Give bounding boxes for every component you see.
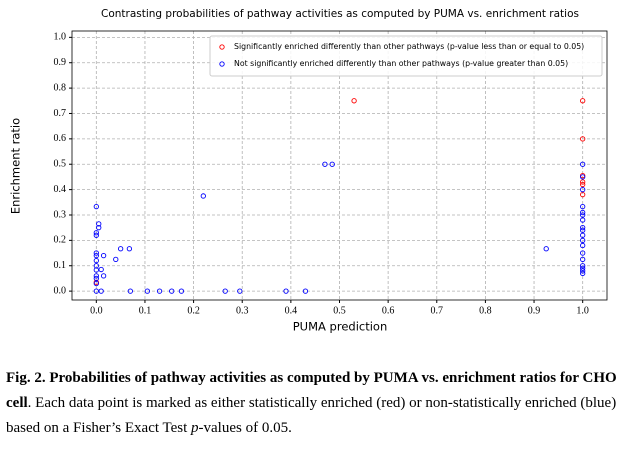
y-tick-label: 0.4 (54, 184, 67, 195)
plot-frame (71, 30, 608, 301)
legend-label: Not significantly enriched differently t… (234, 59, 568, 68)
x-tick-label: 0.0 (90, 305, 103, 316)
point (580, 268, 586, 274)
y-tick-label: 0.8 (54, 82, 67, 93)
point (580, 265, 586, 271)
x-tick-label: 0.3 (236, 305, 249, 316)
y-tick-label: 0.3 (54, 209, 67, 220)
point (580, 225, 586, 231)
point (93, 267, 99, 273)
legend-marker (219, 61, 225, 67)
x-tick-label: 0.6 (382, 305, 395, 316)
point (580, 270, 586, 277)
x-tick-label: 0.5 (333, 305, 346, 316)
point (93, 288, 99, 294)
point (580, 186, 586, 193)
point (93, 252, 99, 259)
point (302, 288, 309, 294)
legend-box (209, 35, 603, 77)
caption-text: -values of 0.05. (198, 420, 292, 436)
y-tick-label: 0.6 (54, 133, 67, 144)
point (580, 256, 586, 263)
point (200, 193, 206, 199)
y-tick-label: 0.1 (54, 260, 67, 271)
point (93, 258, 99, 264)
point (580, 98, 586, 104)
point (329, 161, 335, 167)
point (93, 280, 99, 287)
chart: Contrasting probabilities of pathway act… (9, 8, 608, 334)
point (580, 212, 586, 218)
point (580, 161, 586, 167)
point (580, 237, 586, 244)
point (580, 232, 586, 238)
point (127, 288, 134, 294)
point (580, 192, 586, 198)
point (96, 221, 102, 227)
point (93, 275, 99, 282)
caption: Fig. 2. Probabilities of pathway activit… (6, 366, 628, 441)
point (580, 217, 586, 223)
point (222, 288, 228, 294)
point (580, 242, 586, 249)
point (98, 266, 104, 273)
point (169, 288, 175, 294)
point (580, 181, 586, 188)
y-tick-label: 0.5 (54, 159, 67, 170)
point (580, 263, 586, 269)
legend-label: Significantly enriched differently than … (234, 42, 584, 51)
point (156, 288, 163, 294)
point (100, 252, 107, 259)
y-tick-label: 0.2 (54, 235, 67, 246)
point (283, 288, 289, 294)
x-tick-label: 0.1 (139, 305, 152, 316)
point (580, 179, 586, 185)
caption-italic: p (191, 420, 199, 436)
point (100, 273, 107, 279)
point (96, 225, 102, 231)
point (126, 246, 133, 252)
x-tick-label: 1.0 (576, 305, 589, 316)
point (322, 161, 328, 167)
x-tick-label: 0.7 (431, 305, 444, 316)
point (98, 288, 104, 294)
point (117, 246, 124, 252)
point (93, 203, 99, 210)
point (93, 250, 99, 256)
point (93, 230, 99, 236)
y-tick-label: 0.0 (54, 285, 67, 296)
x-tick-label: 0.8 (479, 305, 492, 316)
point (93, 273, 99, 279)
x-axis-label: PUMA prediction (293, 320, 388, 334)
point (144, 288, 151, 294)
point (580, 136, 586, 142)
caption-text: . Each data point is marked as either st… (6, 395, 617, 436)
point (237, 288, 243, 294)
point (580, 174, 586, 180)
chart-title: Contrasting probabilities of pathway act… (101, 8, 579, 20)
caption-bold: Fig. 2. Probabilities of pathway activit… (6, 370, 617, 411)
point (580, 250, 586, 256)
x-tick-label: 0.4 (285, 305, 298, 316)
point (580, 209, 586, 216)
legend-marker (219, 44, 225, 50)
point (543, 246, 549, 252)
x-tick-label: 0.9 (528, 305, 541, 316)
y-tick-label: 0.9 (54, 57, 67, 68)
point (580, 227, 586, 233)
y-tick-label: 0.7 (54, 108, 67, 119)
y-axis-label: Enrichment ratio (9, 118, 23, 214)
point (351, 98, 357, 104)
point (580, 203, 586, 210)
point (113, 256, 119, 263)
y-tick-label: 1.0 (54, 32, 67, 43)
point (178, 288, 185, 294)
point (93, 232, 99, 238)
x-tick-label: 0.2 (187, 305, 200, 316)
